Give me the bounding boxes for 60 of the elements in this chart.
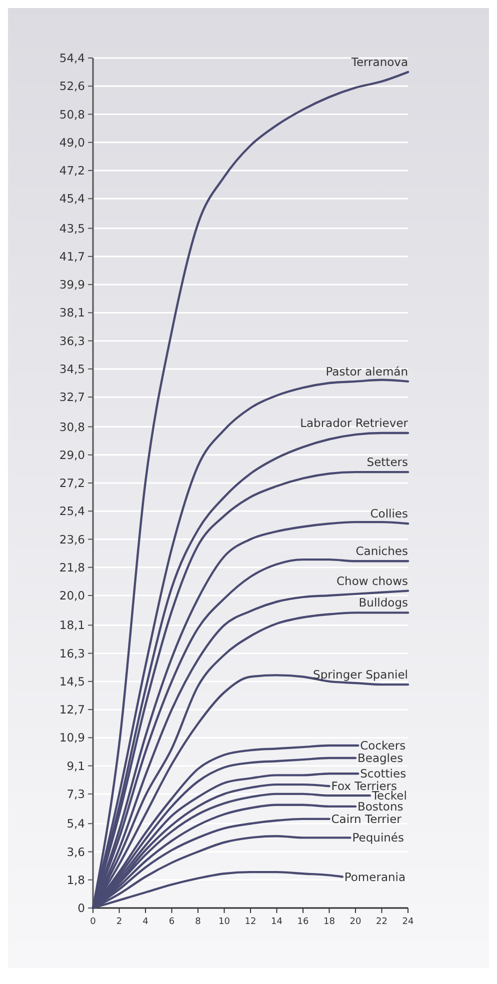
y-tick-label: 47,2 bbox=[59, 164, 85, 178]
series-label: Labrador Retriever bbox=[300, 416, 408, 430]
y-tick-label: 27,2 bbox=[59, 476, 85, 490]
series-label: Springer Spaniel bbox=[313, 668, 408, 682]
x-tick-label: 8 bbox=[195, 917, 202, 927]
x-tick-label: 12 bbox=[244, 917, 256, 927]
y-tick-label: 7,3 bbox=[66, 786, 85, 801]
x-tick-label: 4 bbox=[142, 917, 149, 927]
y-tick-label: 50,8 bbox=[59, 107, 85, 122]
y-tick-label: 32,7 bbox=[59, 390, 85, 404]
x-tick-label: 2 bbox=[116, 917, 122, 927]
y-tick-label: 16,3 bbox=[59, 646, 85, 660]
y-tick-label: 3,6 bbox=[66, 844, 85, 859]
x-tick-label: 20 bbox=[350, 917, 362, 927]
series-label: Pequinés bbox=[352, 830, 404, 845]
series-label: Bulldogs bbox=[358, 596, 408, 610]
series-label: Caniches bbox=[356, 544, 408, 558]
y-tick-label: 54,4 bbox=[59, 51, 85, 66]
y-tick-label: 1,8 bbox=[66, 872, 85, 887]
y-tick-label: 14,5 bbox=[59, 674, 85, 688]
y-tick-label: 49,0 bbox=[59, 135, 85, 150]
y-tick-label: 23,6 bbox=[59, 532, 85, 546]
x-tick-label: 10 bbox=[218, 917, 230, 927]
series-label: Pomerania bbox=[344, 870, 406, 884]
x-tick-label: 24 bbox=[402, 917, 414, 927]
series-label: Collies bbox=[370, 506, 408, 521]
y-tick-label: 34,5 bbox=[59, 362, 85, 376]
series-label: Cockers bbox=[360, 738, 406, 752]
y-tick-label: 0 bbox=[78, 901, 85, 916]
x-tick-label: 18 bbox=[324, 917, 336, 927]
y-tick-label: 36,3 bbox=[59, 334, 85, 348]
y-tick-label: 9,1 bbox=[66, 758, 85, 773]
series-label: Beagles bbox=[358, 751, 404, 765]
y-tick-label: 25,4 bbox=[59, 504, 85, 518]
series-label: Bostons bbox=[358, 799, 404, 814]
series-label: Chow chows bbox=[336, 574, 408, 588]
series-label: Scotties bbox=[360, 766, 406, 781]
x-tick-label: 16 bbox=[297, 917, 309, 927]
y-tick-label: 52,6 bbox=[59, 79, 85, 94]
y-tick-label: 18,1 bbox=[59, 618, 85, 632]
x-tick-label: 14 bbox=[271, 917, 283, 927]
y-tick-label: 41,7 bbox=[59, 249, 85, 264]
series-label: Cairn Terrier bbox=[331, 812, 402, 826]
y-tick-label: 20,0 bbox=[59, 588, 85, 603]
series-label: Setters bbox=[366, 455, 408, 470]
y-tick-label: 10,9 bbox=[59, 730, 85, 745]
y-tick-label: 43,5 bbox=[59, 221, 85, 236]
y-tick-label: 21,8 bbox=[59, 560, 85, 574]
y-tick-label: 30,8 bbox=[59, 420, 85, 434]
x-tick-label: 0 bbox=[90, 917, 96, 927]
y-tick-label: 39,9 bbox=[59, 278, 85, 292]
y-tick-label: 5,4 bbox=[66, 816, 85, 831]
y-tick-label: 45,4 bbox=[59, 192, 85, 206]
x-tick-label: 22 bbox=[376, 917, 388, 927]
series-label: Pastor alemán bbox=[326, 364, 408, 378]
x-tick-label: 6 bbox=[168, 917, 175, 927]
y-tick-label: 38,1 bbox=[59, 306, 85, 320]
y-tick-label: 12,7 bbox=[59, 702, 85, 717]
series-label: Terranova bbox=[350, 55, 408, 70]
y-tick-label: 29,0 bbox=[59, 448, 85, 462]
